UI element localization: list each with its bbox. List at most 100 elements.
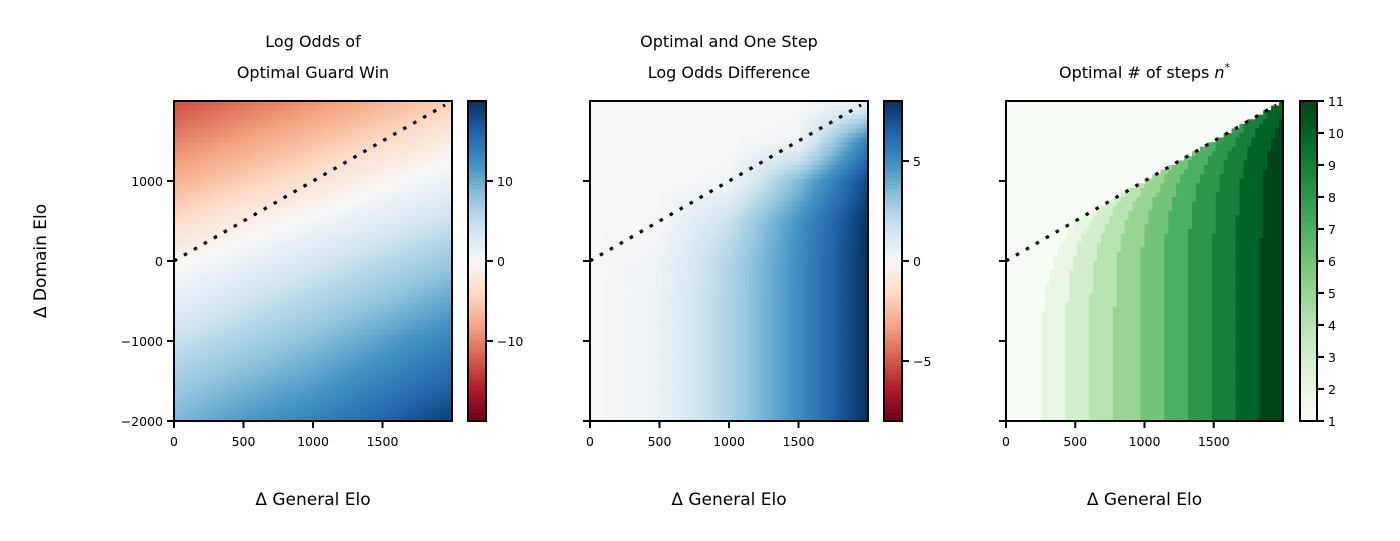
heatmap-cell <box>221 302 227 308</box>
heatmap-cell <box>197 338 203 344</box>
heatmap-cell <box>245 416 251 422</box>
heatmap-cell <box>245 101 251 107</box>
heatmap-cell <box>245 302 251 308</box>
heatmap-cell <box>213 352 219 358</box>
heatmap-cell <box>420 233 425 239</box>
heatmap-cell <box>316 174 322 180</box>
heatmap-cell <box>344 375 350 381</box>
heatmap-cell <box>233 197 239 203</box>
heatmap-cell <box>181 128 187 134</box>
heatmap-cell <box>277 384 282 390</box>
heatmap-cell <box>185 320 191 326</box>
heatmap-cell <box>424 416 429 422</box>
heatmap-cell <box>420 229 425 235</box>
heatmap-cell <box>348 261 354 267</box>
heatmap-cell <box>249 334 255 340</box>
colorbar-segment <box>468 325 486 330</box>
heatmap-cell <box>273 325 278 331</box>
heatmap-cell <box>257 256 262 262</box>
heatmap-cell <box>293 338 298 344</box>
heatmap-cell <box>380 110 386 116</box>
heatmap-cell <box>404 274 409 280</box>
heatmap-cell <box>197 279 203 285</box>
heatmap-cell <box>229 151 235 157</box>
heatmap-cell <box>257 160 262 166</box>
colorbar-segment <box>468 349 486 354</box>
heatmap-cell <box>444 361 449 367</box>
heatmap-cell <box>241 379 247 386</box>
heatmap-cell <box>193 325 199 331</box>
heatmap-cell <box>416 325 421 331</box>
heatmap-cell <box>253 306 258 312</box>
heatmap-cell <box>448 261 453 267</box>
heatmap-cell <box>324 229 330 235</box>
heatmap-cell <box>316 251 322 258</box>
heatmap-cell <box>420 137 425 143</box>
heatmap-cell <box>436 370 441 376</box>
heatmap-cell <box>336 169 342 175</box>
heatmap-cell <box>348 320 354 326</box>
heatmap-cell <box>448 119 453 125</box>
heatmap-cell <box>269 357 274 363</box>
heatmap-cell <box>428 210 433 216</box>
heatmap-cell <box>436 178 441 184</box>
heatmap-cell <box>440 174 445 180</box>
heatmap-cell <box>237 215 243 221</box>
heatmap-cell <box>297 302 302 308</box>
heatmap-cell <box>253 370 258 376</box>
heatmap-cell <box>416 105 421 111</box>
heatmap-cell <box>221 366 227 372</box>
heatmap-cell <box>440 201 445 207</box>
heatmap-cell <box>197 110 203 116</box>
heatmap-cell <box>174 343 179 349</box>
heatmap-cell <box>364 224 370 230</box>
heatmap-cell <box>253 389 258 395</box>
heatmap-cell <box>404 361 409 367</box>
heatmap-cell <box>209 160 215 166</box>
heatmap-cell <box>388 151 394 157</box>
heatmap-cell <box>420 219 425 226</box>
heatmap-cell <box>332 261 338 267</box>
heatmap-cell <box>336 270 342 276</box>
heatmap-cell <box>233 352 239 358</box>
heatmap-cell <box>305 101 310 107</box>
heatmap-cell <box>249 110 255 116</box>
heatmap-cell <box>213 402 219 408</box>
heatmap-cell <box>356 219 362 226</box>
heatmap-cell <box>297 325 302 331</box>
heatmap-cell <box>336 151 342 157</box>
heatmap-cell <box>281 160 286 166</box>
heatmap-cell <box>197 407 203 413</box>
heatmap-cell <box>301 306 306 312</box>
heatmap-cell <box>364 219 370 226</box>
heatmap-cell <box>293 274 298 280</box>
heatmap-cell <box>372 283 378 290</box>
heatmap-cell <box>368 247 374 253</box>
heatmap-cell <box>245 311 251 317</box>
heatmap-cell <box>376 283 382 290</box>
heatmap-cell <box>436 256 441 262</box>
heatmap-cell <box>372 398 378 404</box>
heatmap-cell <box>201 187 207 194</box>
heatmap-cell <box>408 338 413 344</box>
heatmap-cell <box>269 297 274 303</box>
heatmap-cell <box>249 165 255 171</box>
heatmap-cell <box>241 219 247 226</box>
heatmap-cell <box>233 247 239 253</box>
heatmap-cell <box>408 142 413 148</box>
heatmap-cell <box>440 384 445 390</box>
heatmap-cell <box>297 315 302 322</box>
heatmap-cell <box>213 247 219 253</box>
heatmap-cell <box>177 393 183 399</box>
heatmap-cell <box>448 233 453 239</box>
heatmap-cell <box>309 114 314 120</box>
heatmap-cell <box>408 370 413 376</box>
heatmap-cell <box>281 379 286 386</box>
heatmap-cell <box>269 416 274 422</box>
heatmap-cell <box>368 133 374 139</box>
heatmap-cell <box>293 105 298 111</box>
heatmap-cell <box>229 293 235 299</box>
heatmap-cell <box>289 233 294 239</box>
heatmap-cell <box>293 352 298 358</box>
heatmap-cell <box>360 242 366 248</box>
